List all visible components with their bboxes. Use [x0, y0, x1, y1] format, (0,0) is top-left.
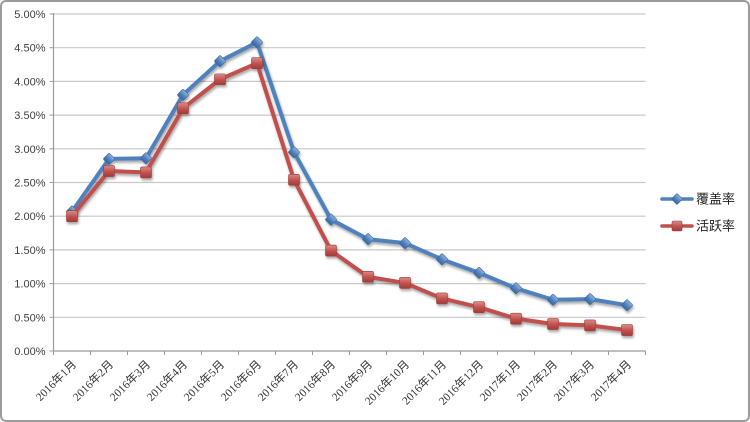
data-point-marker [399, 237, 411, 249]
series-coverage [66, 36, 633, 311]
data-point-marker [140, 152, 152, 165]
legend-item-coverage: 覆盖率 [660, 192, 735, 207]
data-point-marker [473, 266, 485, 279]
data-point-marker [288, 174, 300, 186]
data-point-marker [103, 165, 115, 177]
y-tick-label: 5.00% [14, 9, 45, 21]
data-point-marker [362, 233, 374, 245]
data-point-marker [177, 102, 189, 115]
y-tick-label: 4.50% [14, 43, 45, 55]
series-active [66, 57, 633, 336]
y-tick-labels: 0.00% 0.50% 1.00% 1.50% 2.00% 2.50% 3.00% 3.50%… [14, 9, 45, 358]
data-point-marker [214, 73, 226, 86]
data-point-marker [547, 293, 559, 306]
data-point-marker [621, 299, 633, 311]
axes [49, 13, 646, 355]
data-point-marker [621, 324, 633, 336]
data-point-marker [510, 312, 522, 325]
legend-label: 覆盖率 [696, 192, 735, 207]
y-tick-label: 0.50% [14, 312, 45, 324]
y-tick-label: 1.50% [14, 245, 45, 257]
data-point-marker [66, 210, 78, 222]
data-point-marker [288, 146, 300, 158]
legend-marker-square-icon [671, 220, 683, 232]
data-point-marker [325, 213, 337, 226]
y-tick-label: 4.00% [14, 76, 45, 88]
y-tick-label: 2.50% [14, 178, 45, 190]
data-point-marker [103, 153, 115, 165]
legend-item-active: 活跃率 [660, 219, 735, 234]
data-point-marker [140, 166, 152, 179]
data-point-marker [251, 36, 263, 49]
data-point-marker [362, 271, 374, 283]
data-point-marker [584, 293, 596, 305]
legend-label: 活跃率 [696, 219, 735, 234]
data-point-marker [510, 282, 522, 295]
legend-marker-diamond-icon [671, 193, 683, 205]
series-line [70, 40, 629, 308]
y-tick-label: 3.50% [14, 110, 45, 122]
data-point-marker [177, 89, 189, 101]
data-point-marker [214, 55, 226, 68]
y-tick-label: 2.00% [14, 211, 45, 223]
data-point-marker [584, 319, 596, 332]
y-tick-label: 0.00% [14, 346, 45, 358]
y-tick-label: 1.00% [14, 279, 45, 291]
y-tick-label: 3.00% [14, 144, 45, 156]
data-point-marker [325, 244, 337, 257]
data-point-marker [436, 292, 448, 305]
data-point-marker [547, 318, 559, 330]
data-point-marker [473, 301, 485, 313]
series-line [70, 61, 629, 333]
data-point-marker [399, 277, 411, 289]
data-point-marker [251, 57, 263, 70]
data-point-marker [436, 253, 448, 266]
